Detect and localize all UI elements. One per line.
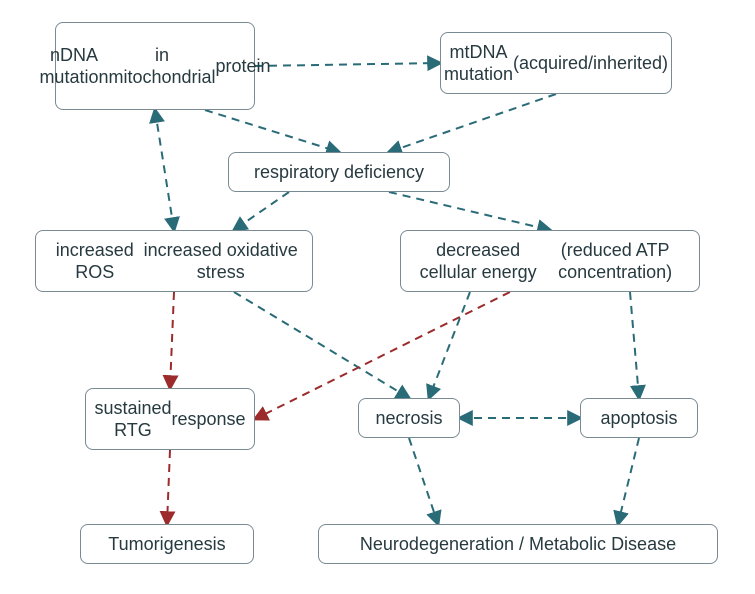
edge-ndna-resp [205, 110, 339, 152]
edge-rtg-tumor [167, 450, 170, 524]
node-necr: necrosis [358, 398, 460, 438]
edge-mtdna-resp [389, 94, 556, 152]
edge-atp-necr [429, 292, 470, 398]
edge-ndna-mtdna [255, 63, 440, 66]
edge-resp-ros [234, 192, 289, 230]
node-ndna: nDNA mutationin mitochondrialprotein [55, 22, 255, 110]
edge-resp-atp [389, 192, 550, 230]
edge-necr-neuro [409, 438, 438, 524]
edge-ndna-ros [155, 110, 174, 230]
node-resp: respiratory deficiency [228, 152, 450, 192]
node-apop: apoptosis [580, 398, 698, 438]
diagram-canvas: nDNA mutationin mitochondrialprotein mtDN… [0, 0, 755, 594]
edge-ros-rtg [170, 292, 174, 388]
node-tumor: Tumorigenesis [80, 524, 254, 564]
edge-atp-apop [630, 292, 639, 398]
edge-ros-necr [234, 292, 409, 398]
node-neuro: Neurodegeneration / Metabolic Disease [318, 524, 718, 564]
node-rtg: sustained RTGresponse [85, 388, 255, 450]
node-atp: decreased cellular energy(reduced ATP co… [400, 230, 700, 292]
edge-apop-neuro [618, 438, 639, 524]
node-ros: increased ROSincreased oxidative stress [35, 230, 313, 292]
node-mtdna: mtDNA mutation(acquired/inherited) [440, 32, 672, 94]
